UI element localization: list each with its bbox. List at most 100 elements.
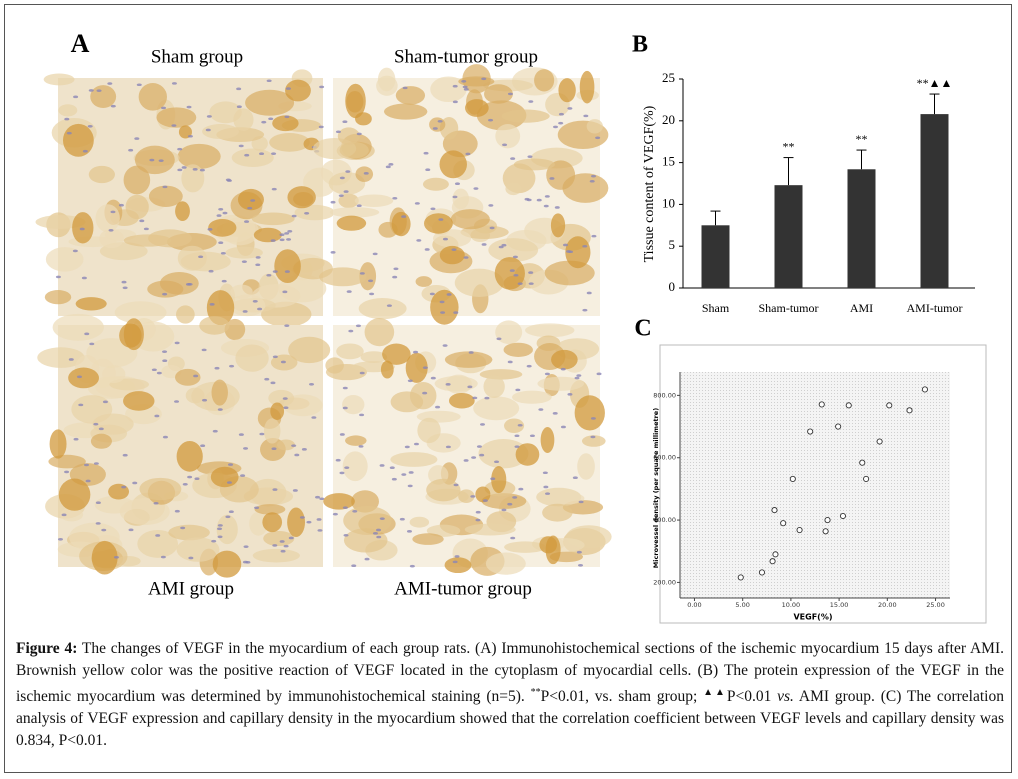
- nucleus: [514, 445, 520, 448]
- stained-cell: [91, 540, 118, 575]
- nucleus: [238, 433, 244, 436]
- fiber: [426, 524, 461, 537]
- nucleus: [93, 422, 99, 426]
- nucleus: [552, 412, 558, 415]
- nucleus: [284, 270, 290, 273]
- fiber: [422, 177, 449, 191]
- fiber: [263, 530, 295, 547]
- nucleus: [315, 495, 321, 499]
- nucleus: [161, 106, 167, 110]
- annotation: **▲▲: [917, 76, 953, 90]
- nucleus: [174, 400, 180, 403]
- nucleus: [218, 241, 224, 245]
- nucleus: [379, 464, 385, 467]
- nucleus: [453, 311, 459, 314]
- nucleus: [409, 564, 415, 568]
- nucleus: [268, 117, 274, 121]
- fiber: [123, 165, 151, 195]
- nucleus: [501, 243, 507, 247]
- nucleus: [174, 509, 180, 513]
- nucleus: [64, 117, 70, 121]
- nucleus: [467, 385, 473, 389]
- nucleus: [507, 360, 513, 364]
- figure: A B C Sham group Sham-tumor group AMI gr…: [35, 29, 987, 624]
- fiber: [225, 246, 263, 259]
- nucleus: [287, 229, 293, 233]
- nucleus: [339, 433, 345, 436]
- nucleus: [236, 105, 242, 108]
- stained-cell: [262, 512, 283, 533]
- nucleus: [423, 151, 429, 155]
- nucleus: [332, 512, 338, 516]
- caption: Figure 4: The changes of VEGF in the myo…: [16, 638, 1004, 752]
- stained-cell: [382, 343, 411, 365]
- nucleus: [481, 77, 487, 81]
- nucleus: [182, 482, 188, 486]
- nucleus: [372, 252, 378, 256]
- nucleus: [440, 311, 446, 314]
- fiber: [176, 537, 220, 562]
- fiber: [495, 124, 521, 149]
- nucleus: [542, 471, 548, 475]
- nucleus: [309, 383, 315, 386]
- stained-cell: [178, 125, 192, 139]
- nucleus: [339, 176, 345, 180]
- fiber: [336, 343, 364, 360]
- stained-cell: [49, 429, 67, 459]
- nucleus: [442, 344, 448, 347]
- point: [818, 401, 825, 408]
- nucleus: [292, 489, 298, 492]
- fiber: [495, 320, 523, 345]
- nucleus: [463, 88, 469, 91]
- fiber: [123, 234, 172, 247]
- nucleus: [88, 89, 94, 92]
- nucleus: [187, 134, 193, 138]
- nucleus: [345, 170, 351, 173]
- nucleus: [507, 92, 513, 96]
- nucleus: [207, 228, 213, 231]
- nucleus: [181, 166, 187, 169]
- fiber: [444, 351, 493, 368]
- nucleus: [82, 149, 88, 153]
- fiber: [390, 452, 438, 467]
- fiber: [342, 451, 368, 482]
- point: [780, 520, 787, 527]
- nucleus: [81, 276, 87, 280]
- nucleus: [177, 168, 183, 172]
- nucleus: [389, 466, 395, 470]
- panel-letter: C: [634, 316, 651, 342]
- nucleus: [526, 364, 532, 368]
- nucleus: [96, 89, 102, 92]
- nucleus: [319, 497, 325, 501]
- nucleus: [156, 371, 162, 375]
- fiber: [395, 86, 426, 105]
- nucleus: [225, 515, 231, 519]
- fiber: [358, 298, 407, 320]
- nucleus: [568, 250, 574, 254]
- fiber: [147, 280, 184, 298]
- nucleus: [240, 474, 246, 477]
- nucleus: [271, 187, 277, 191]
- nucleus: [372, 532, 378, 535]
- nucleus: [279, 540, 285, 543]
- nucleus: [177, 147, 183, 151]
- nucleus: [294, 453, 300, 457]
- nucleus: [222, 211, 228, 215]
- nucleus: [596, 372, 602, 376]
- fiber: [251, 212, 295, 226]
- fiber: [59, 507, 84, 522]
- nucleus: [245, 560, 251, 564]
- annotation: **: [783, 139, 795, 153]
- caption-text: P<0.01, vs. sham group;: [540, 688, 704, 706]
- fiber: [229, 294, 266, 317]
- panel-letter: A: [71, 29, 90, 58]
- nucleus: [272, 270, 278, 273]
- stained-cell: [444, 557, 472, 574]
- nucleus: [216, 214, 222, 217]
- stained-cell: [391, 211, 411, 237]
- fiber: [48, 454, 86, 469]
- nucleus: [171, 124, 177, 127]
- nucleus: [284, 232, 290, 235]
- stained-cell: [494, 257, 525, 290]
- nucleus: [576, 374, 582, 377]
